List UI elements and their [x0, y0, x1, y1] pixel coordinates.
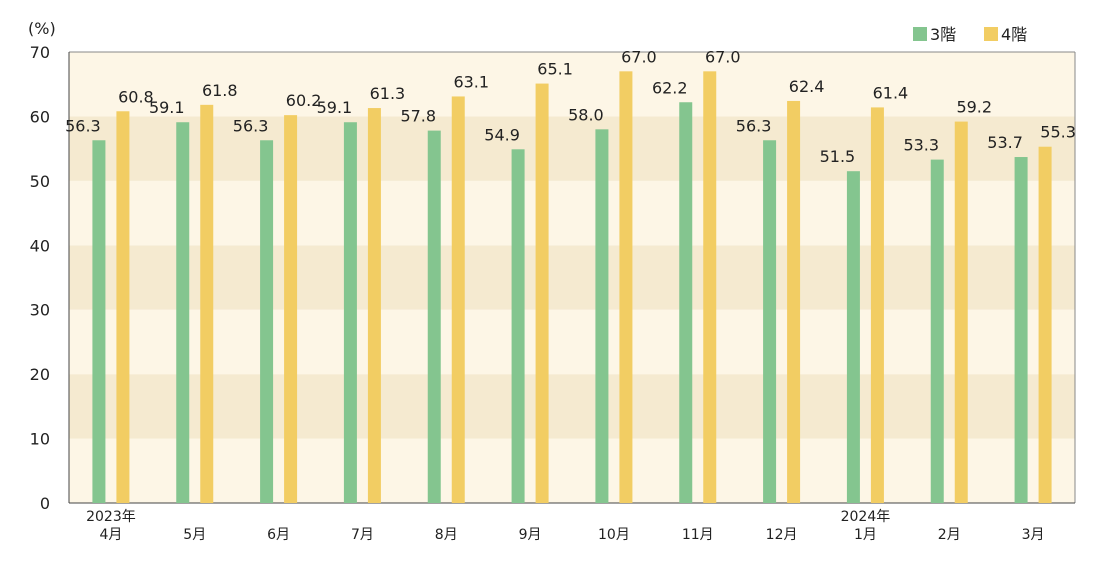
bar-4f — [619, 71, 633, 503]
x-tick-label: 12月 — [766, 527, 798, 543]
grid-band — [69, 374, 1075, 439]
x-tick-label: 9月 — [519, 527, 542, 543]
data-label-3f: 62.2 — [652, 78, 688, 97]
data-label-4f: 61.8 — [202, 81, 238, 100]
data-label-4f: 63.1 — [453, 72, 489, 91]
grid-band — [69, 52, 1075, 117]
bar-3f — [1014, 157, 1028, 504]
axes — [68, 51, 1076, 504]
bar-4f — [116, 111, 130, 503]
bar-4f — [535, 83, 549, 503]
bar-3f — [846, 171, 860, 503]
data-label-3f: 59.1 — [317, 98, 353, 117]
data-label-4f: 60.8 — [118, 87, 154, 106]
data-label-3f: 56.3 — [233, 116, 269, 135]
data-label-3f: 51.5 — [820, 147, 856, 166]
bar-4f — [954, 121, 968, 503]
bar-3f — [679, 102, 693, 504]
x-tick-label: 8月 — [435, 527, 458, 543]
x-tick-label: 6月 — [267, 527, 290, 543]
bar-3f — [930, 159, 944, 504]
data-label-4f: 67.0 — [621, 47, 657, 66]
grid-band — [69, 180, 1075, 246]
data-label-3f: 56.3 — [736, 116, 772, 135]
y-tick-label: 10 — [30, 430, 50, 449]
data-label-3f: 56.3 — [65, 116, 101, 135]
x-tick-label: 4月 — [99, 527, 122, 543]
bar-4f — [451, 96, 465, 503]
bar-4f — [367, 108, 381, 503]
grid-band — [69, 438, 1075, 503]
plot-background — [69, 52, 1075, 503]
legend: 3階 4階 — [913, 25, 1027, 44]
x-tick-label: 11月 — [682, 527, 714, 543]
data-label-3f: 58.0 — [568, 105, 604, 124]
bar-3f — [260, 140, 274, 503]
y-tick-label: 0 — [40, 494, 50, 513]
legend-swatch-4f — [984, 27, 998, 41]
legend-label-3f: 3階 — [930, 25, 956, 44]
bar-4f — [870, 107, 884, 503]
data-label-4f: 65.1 — [537, 60, 573, 79]
bar-4f — [200, 104, 214, 504]
data-label-4f: 61.4 — [873, 83, 909, 102]
data-label-3f: 53.7 — [987, 133, 1023, 152]
bar-3f — [343, 122, 357, 503]
data-label-4f: 55.3 — [1040, 123, 1076, 142]
data-label-4f: 67.0 — [705, 47, 741, 66]
x-axis-labels: 2023年 4月 5月 6月 7月 8月 9月 10月 11月 12月 2024年 1月 2月 3月 — [86, 509, 1044, 543]
data-label-4f: 62.4 — [789, 77, 825, 96]
x-tick-label: 3月 — [1022, 527, 1045, 543]
x-tick-label: 1月 — [854, 527, 877, 543]
data-label-3f: 59.1 — [149, 98, 185, 117]
data-label-4f: 60.2 — [286, 91, 322, 110]
bar-4f — [284, 115, 298, 503]
data-label-3f: 53.3 — [903, 136, 939, 155]
y-tick-label: 50 — [30, 172, 50, 191]
bar-4f — [787, 100, 801, 504]
x-tick-label: 10月 — [598, 527, 630, 543]
data-label-4f: 59.2 — [956, 98, 992, 117]
data-label-3f: 54.9 — [484, 125, 520, 144]
y-tick-label: 20 — [30, 365, 50, 384]
x-tick-year-label: 2024年 — [841, 509, 891, 525]
bar-4f — [703, 71, 717, 503]
bar-3f — [511, 149, 525, 503]
grid-band — [69, 245, 1075, 310]
legend-label-4f: 4階 — [1001, 25, 1027, 44]
y-tick-label: 30 — [30, 301, 50, 320]
bar-3f — [763, 140, 777, 503]
bar-3f — [92, 140, 106, 503]
x-tick-label: 5月 — [183, 527, 206, 543]
grid-band — [69, 309, 1075, 375]
x-tick-label: 7月 — [351, 527, 374, 543]
x-tick-year-label: 2023年 — [86, 509, 136, 525]
legend-swatch-3f — [913, 27, 927, 41]
y-axis-labels: 0 10 20 30 40 50 60 70 — [30, 43, 50, 513]
bar-3f — [427, 130, 441, 504]
y-tick-label: 70 — [30, 43, 50, 62]
data-label-3f: 57.8 — [400, 107, 436, 126]
data-label-4f: 61.3 — [370, 84, 406, 103]
bars — [92, 71, 1052, 504]
y-axis-unit-label: (%) — [28, 19, 56, 38]
bar-3f — [176, 122, 190, 503]
grid-band — [69, 116, 1075, 181]
y-tick-label: 60 — [30, 107, 50, 126]
y-tick-label: 40 — [30, 236, 50, 255]
bar-3f — [595, 129, 609, 504]
bar-4f — [1038, 146, 1052, 503]
value-labels: 56.360.859.161.856.360.259.161.357.863.1… — [65, 47, 1076, 166]
x-tick-label: 2月 — [938, 527, 961, 543]
